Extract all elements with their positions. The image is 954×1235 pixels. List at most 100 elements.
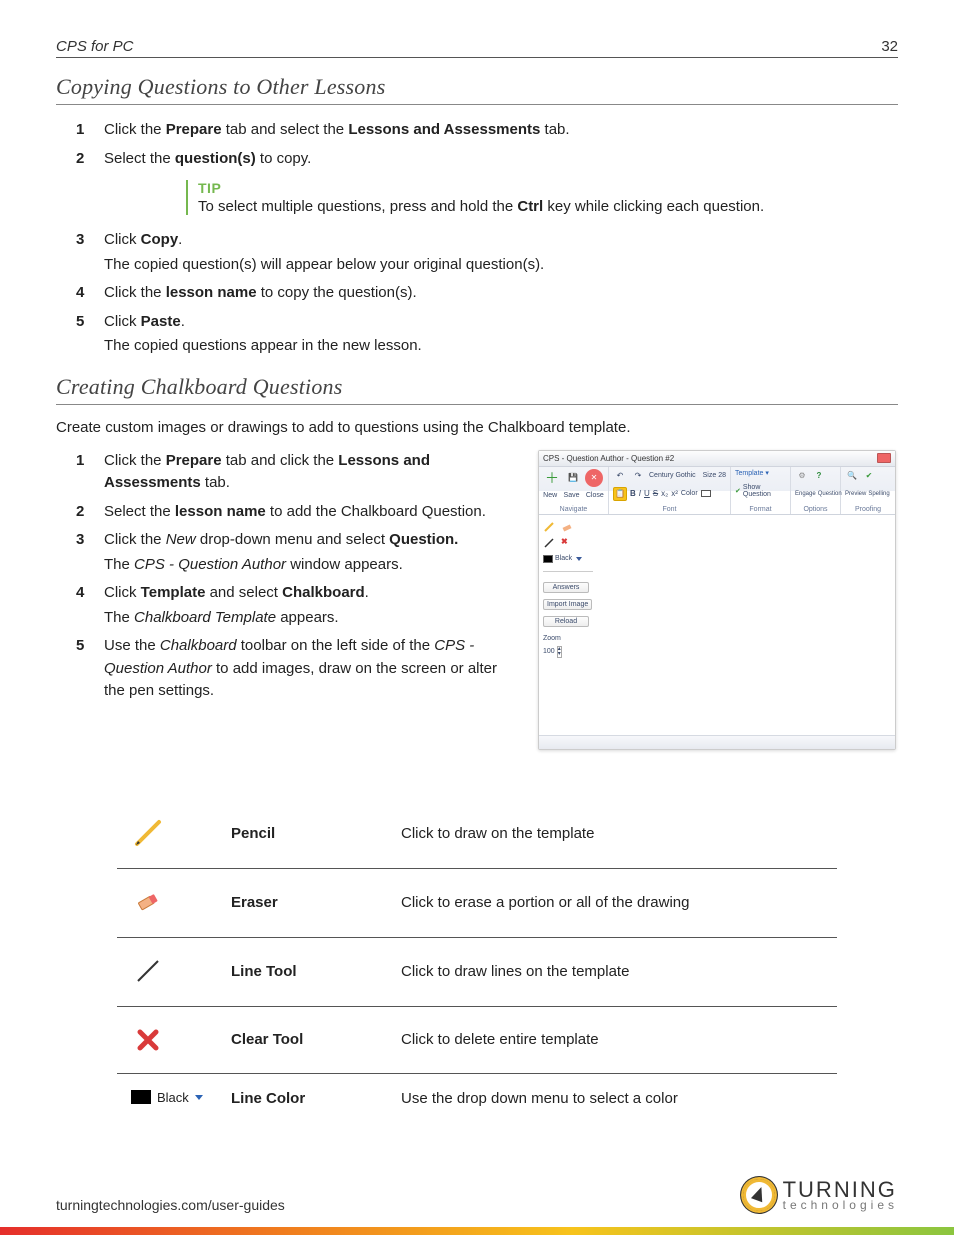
new-button[interactable]: ＋ xyxy=(543,469,561,487)
format-group-label: Format xyxy=(735,505,786,513)
tool-desc: Click to draw on the template xyxy=(397,800,837,869)
footer-gradient-bar xyxy=(0,1227,954,1235)
pencil-tool-icon[interactable] xyxy=(543,521,555,533)
ribbon-navigate: ＋ 💾 ✕ New Save Close Navigate xyxy=(539,467,609,514)
chalkboard-step-5: Use the Chalkboard toolbar on the left s… xyxy=(104,635,522,703)
font-color-label[interactable]: Color xyxy=(681,490,698,497)
ribbon-font: ↶ ↷ Century Gothic Size 28 📋 B I U S x₂ xyxy=(609,467,731,514)
copying-step-1: Click the Prepare tab and select the Les… xyxy=(104,119,898,142)
window-title: CPS - Question Author - Question #2 xyxy=(543,454,674,463)
preview-icon[interactable]: 🔍 xyxy=(845,469,859,483)
copying-step-4: Click the lesson name to copy the questi… xyxy=(104,282,898,305)
doc-title: CPS for PC xyxy=(56,38,134,55)
ribbon-format: Template ▾ ✔Show Question Format xyxy=(731,467,791,514)
section-chalkboard-heading: Creating Chalkboard Questions xyxy=(56,374,898,405)
eraser-tool-icon[interactable] xyxy=(561,521,573,533)
tools-table: Pencil Click to draw on the template Era… xyxy=(117,800,837,1125)
table-row: Clear Tool Click to delete entire templa… xyxy=(117,1006,837,1073)
page-footer: turningtechnologies.com/user-guides TURN… xyxy=(0,1177,954,1235)
copying-step-3: Click Copy. The copied question(s) will … xyxy=(104,229,898,276)
strike-button[interactable]: S xyxy=(653,489,658,498)
ribbon: ＋ 💾 ✕ New Save Close Navigate xyxy=(539,467,895,515)
tip-label: TIP xyxy=(198,180,866,196)
italic-button[interactable]: I xyxy=(639,489,641,498)
font-family[interactable]: Century Gothic xyxy=(649,472,696,479)
proofing-group-label: Proofing xyxy=(845,505,891,513)
copying-step-5-sub: The copied questions appear in the new l… xyxy=(104,335,898,358)
copying-step-5: Click Paste. The copied questions appear… xyxy=(104,311,898,358)
reload-button[interactable]: Reload xyxy=(543,616,589,627)
close-icon[interactable] xyxy=(877,453,891,463)
eraser-icon xyxy=(131,885,165,919)
paste-icon[interactable]: 📋 xyxy=(613,487,627,501)
line-color-dropdown-icon[interactable]: Black xyxy=(131,1090,203,1105)
options-group-label: Options xyxy=(795,505,836,513)
brand-logo: TURNING technologies xyxy=(741,1177,898,1213)
redo-icon[interactable]: ↷ xyxy=(631,469,645,483)
spelling-icon[interactable]: ✔ xyxy=(862,469,876,483)
navigate-group-label: Navigate xyxy=(543,505,604,513)
close-button[interactable]: ✕ xyxy=(585,469,603,487)
tool-name: Eraser xyxy=(227,868,397,937)
line-icon xyxy=(131,954,165,988)
template-dropdown[interactable]: Template ▾ xyxy=(735,469,786,477)
copying-step-2: Select the question(s) to copy. xyxy=(104,148,898,171)
answers-button[interactable]: Answers xyxy=(543,582,589,593)
chalkboard-step-4-sub: The Chalkboard Template appears. xyxy=(104,607,522,630)
sup-button[interactable]: x² xyxy=(671,489,678,498)
save-label: Save xyxy=(564,492,580,499)
tool-desc: Click to erase a portion or all of the d… xyxy=(397,868,837,937)
pencil-icon xyxy=(131,816,165,850)
zoom-stepper[interactable]: 100▴▾ xyxy=(543,646,562,658)
show-question-toggle[interactable]: ✔Show Question xyxy=(735,484,786,498)
tip-block: TIP To select multiple questions, press … xyxy=(186,180,866,215)
engage-icon[interactable]: ⚙ xyxy=(795,469,809,483)
question-icon[interactable]: ? xyxy=(812,469,826,483)
chalkboard-steps: Click the Prepare tab and click the Less… xyxy=(56,450,522,703)
ribbon-options: ⚙? EngageQuestion Options xyxy=(791,467,841,514)
chalkboard-step-1: Click the Prepare tab and click the Less… xyxy=(104,450,522,495)
chalkboard-lead: Create custom images or drawings to add … xyxy=(56,419,898,436)
tool-name: Clear Tool xyxy=(227,1006,397,1073)
chalkboard-sidebar: ✖ Black Answers Import Image Reload Zoom… xyxy=(539,515,597,735)
clear-tool-icon[interactable]: ✖ xyxy=(561,537,573,549)
table-row: Eraser Click to erase a portion or all o… xyxy=(117,868,837,937)
table-row: Line Tool Click to draw lines on the tem… xyxy=(117,937,837,1006)
logo-mark-icon xyxy=(741,1177,777,1213)
tool-desc: Click to draw lines on the template xyxy=(397,937,837,1006)
save-button[interactable]: 💾 xyxy=(564,469,582,487)
import-image-button[interactable]: Import Image xyxy=(543,599,592,610)
section-copying-heading: Copying Questions to Other Lessons xyxy=(56,74,898,105)
window-titlebar: CPS - Question Author - Question #2 xyxy=(539,451,895,467)
line-color-dropdown[interactable]: Black xyxy=(543,555,582,563)
logo-text-line2: technologies xyxy=(783,1199,898,1211)
bold-button[interactable]: B xyxy=(630,489,636,498)
page-number: 32 xyxy=(881,38,898,55)
tool-desc: Use the drop down menu to select a color xyxy=(397,1073,837,1124)
zoom-label: Zoom xyxy=(543,635,561,642)
chalkboard-step-3: Click the New drop-down menu and select … xyxy=(104,529,522,576)
footer-url: turningtechnologies.com/user-guides xyxy=(56,1197,285,1213)
undo-icon[interactable]: ↶ xyxy=(613,469,627,483)
tool-desc: Click to delete entire template xyxy=(397,1006,837,1073)
tool-name: Line Tool xyxy=(227,937,397,1006)
chalkboard-canvas[interactable] xyxy=(597,515,895,735)
copying-step-3-sub: The copied question(s) will appear below… xyxy=(104,254,898,277)
page-header: CPS for PC 32 xyxy=(56,38,898,58)
ribbon-proofing: 🔍✔ PreviewSpelling Proofing xyxy=(841,467,895,514)
copying-steps: Click the Prepare tab and select the Les… xyxy=(56,119,898,170)
new-label: New xyxy=(543,492,557,499)
window-buttons[interactable] xyxy=(877,453,891,463)
chalkboard-step-4: Click Template and select Chalkboard. Th… xyxy=(104,582,522,629)
underline-button[interactable]: U xyxy=(644,489,650,498)
question-author-window: CPS - Question Author - Question #2 ＋ 💾 … xyxy=(538,450,896,750)
chalkboard-step-3-sub: The CPS - Question Author window appears… xyxy=(104,554,522,577)
shape-rect-icon[interactable] xyxy=(701,490,711,497)
close-label: Close xyxy=(586,492,604,499)
sub-button[interactable]: x₂ xyxy=(661,489,668,498)
chalkboard-step-2: Select the lesson name to add the Chalkb… xyxy=(104,501,522,524)
color-chip-label: Black xyxy=(157,1090,189,1105)
table-row: Black Line Color Use the drop down menu … xyxy=(117,1073,837,1124)
line-tool-icon[interactable] xyxy=(543,537,555,549)
table-row: Pencil Click to draw on the template xyxy=(117,800,837,869)
